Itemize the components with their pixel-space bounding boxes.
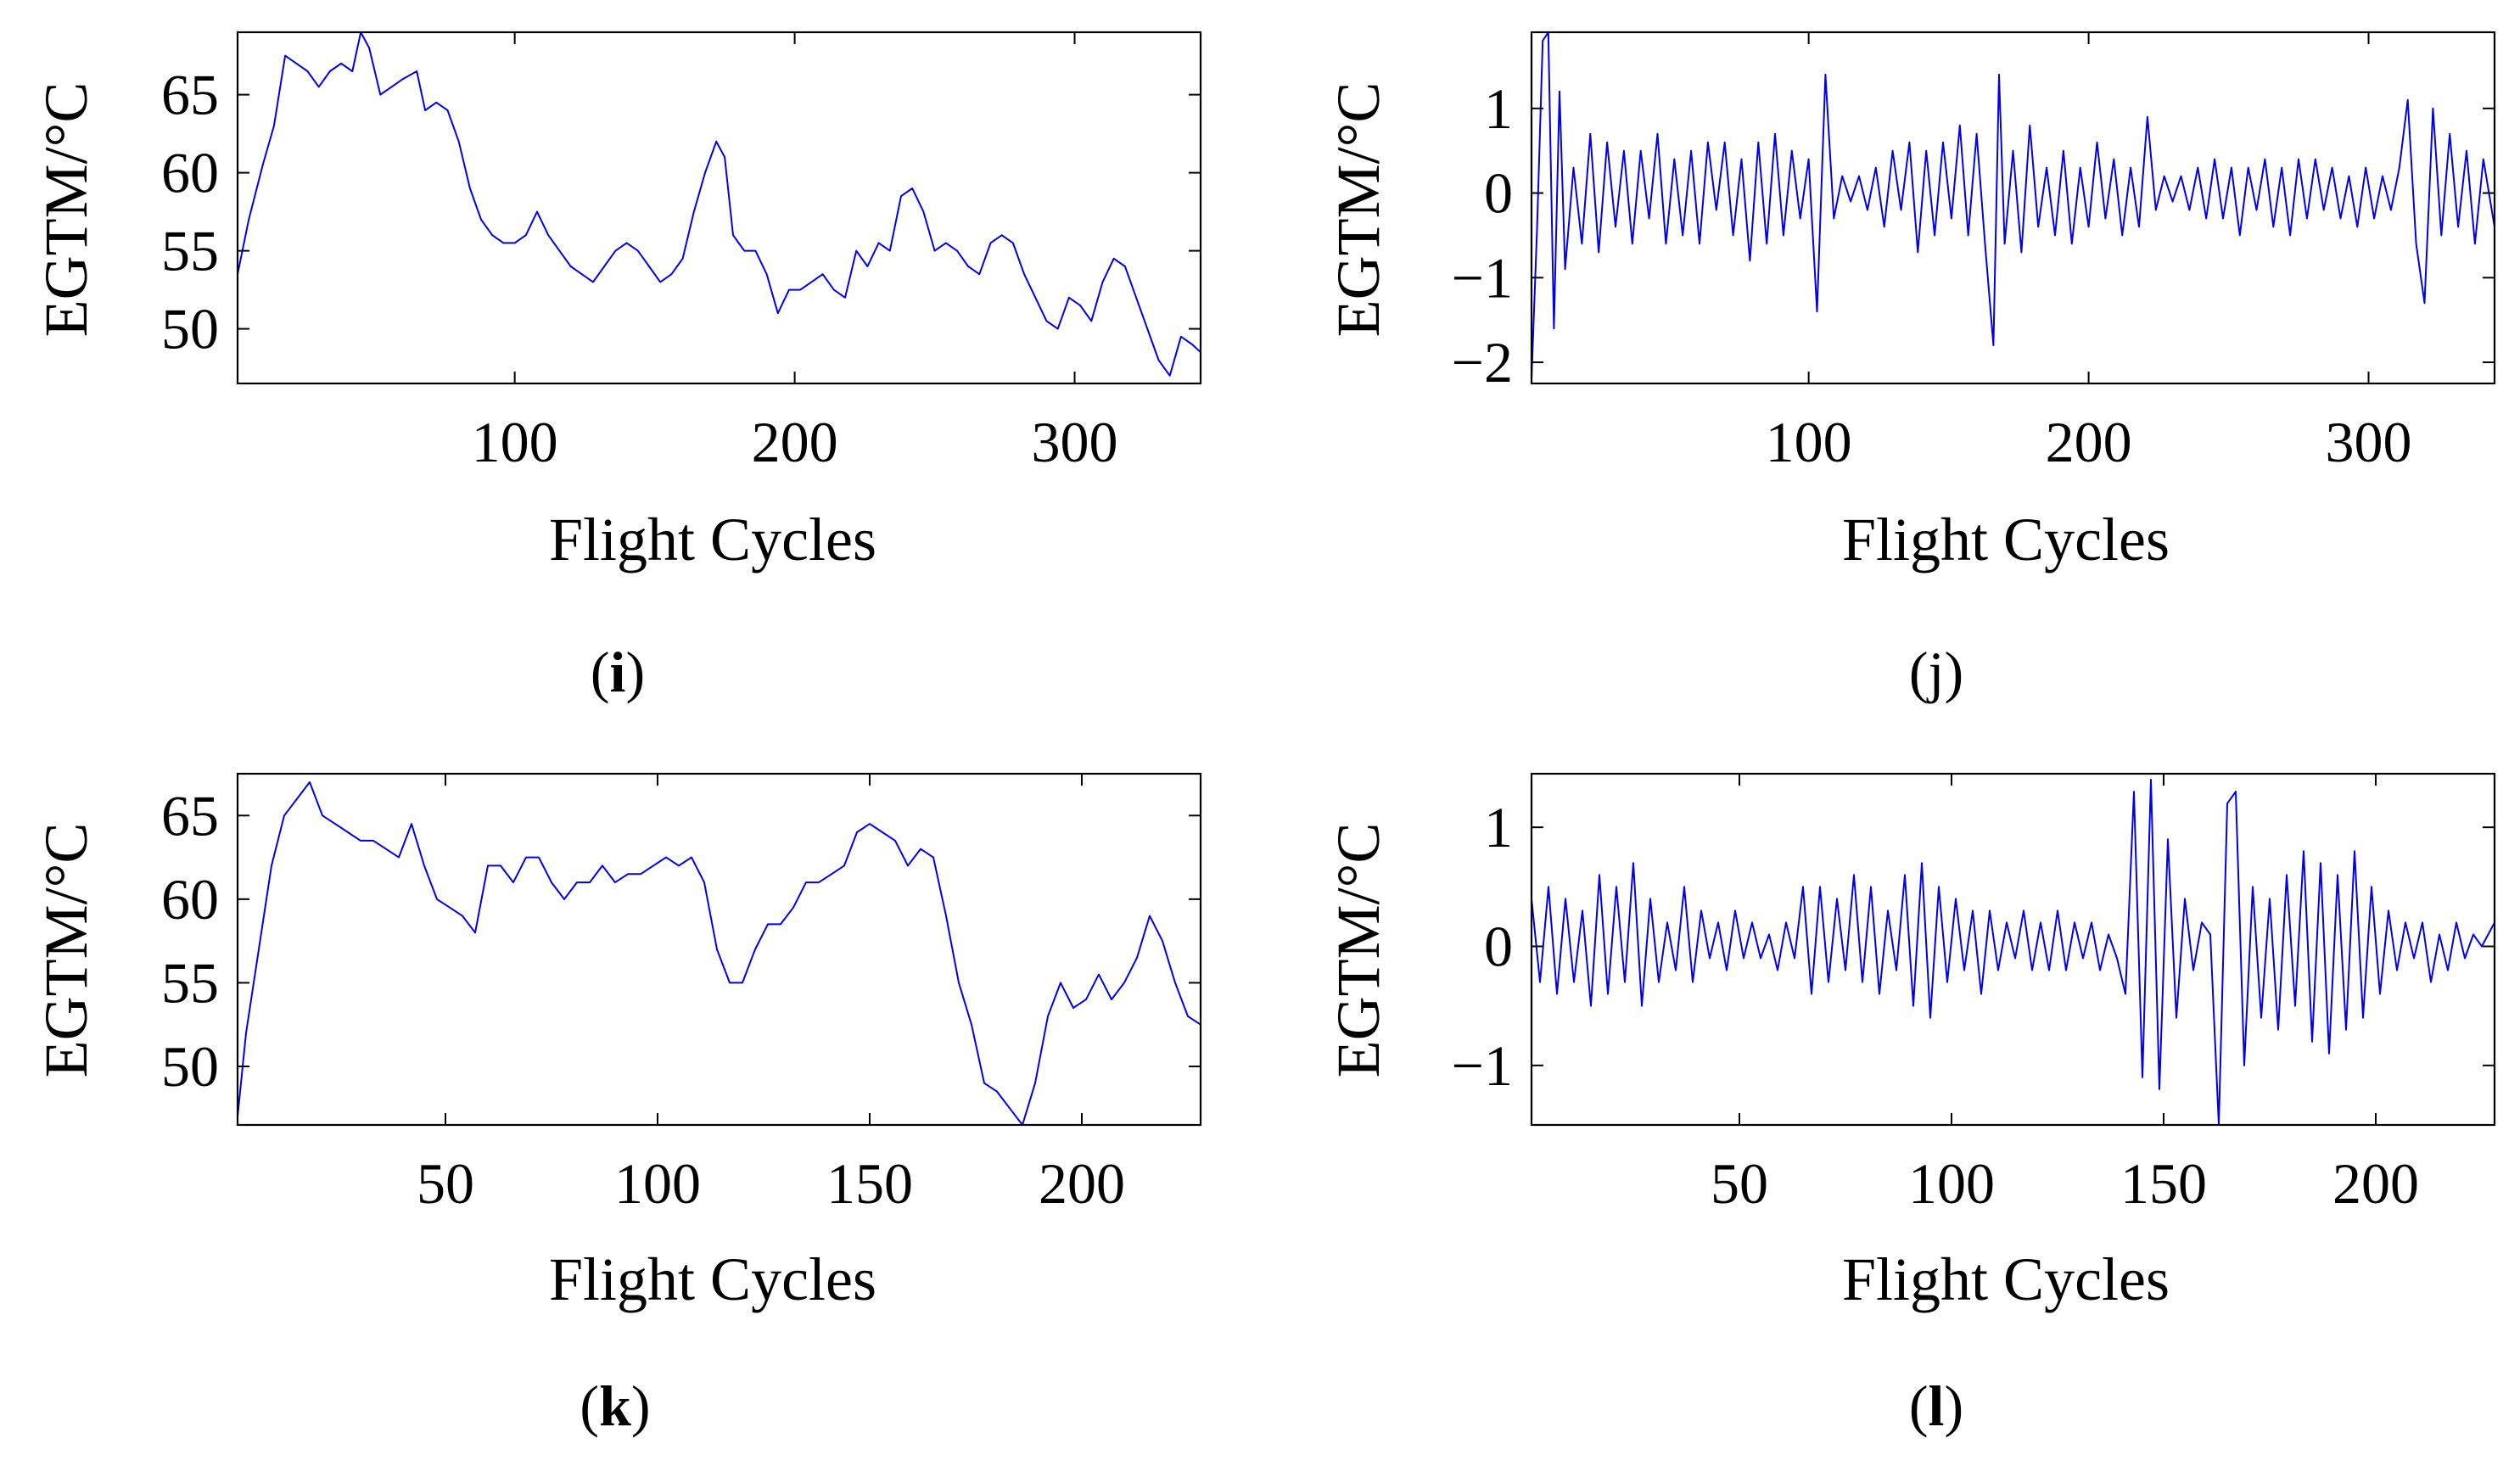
x-tick-label-k-150: 150 xyxy=(826,1151,913,1216)
series-line-l xyxy=(1532,779,2495,1125)
x-axis-title-i: Flight Cycles xyxy=(549,506,876,574)
y-axis-title-l: EGTM/°C xyxy=(1324,823,1392,1078)
x-tick-label-k-100: 100 xyxy=(614,1151,701,1216)
x-axis-title-l: Flight Cycles xyxy=(1842,1245,2170,1313)
y-tick-label-l-0: 0 xyxy=(1484,914,1513,978)
x-axis-title-k: Flight Cycles xyxy=(549,1245,876,1313)
panel-label-i: (i) xyxy=(591,640,645,704)
y-tick-label-k-50: 50 xyxy=(161,1034,219,1099)
plot-area-j: 100 200 300 −2 −1 0 1 xyxy=(1452,31,2496,474)
plot-area-i: 100 200 300 50 55 60 65 xyxy=(161,31,1202,474)
panel-label-k: (k) xyxy=(580,1374,650,1438)
y-tick-label-i-65: 65 xyxy=(161,63,219,127)
y-tick-label-l--1: −1 xyxy=(1452,1033,1513,1098)
x-axis-title-j: Flight Cycles xyxy=(1842,506,2170,574)
plot-area-l: 50 100 150 200 −1 0 1 xyxy=(1452,772,2496,1216)
y-tick-label-l-1: 1 xyxy=(1484,795,1513,859)
series-line-k xyxy=(238,781,1201,1125)
x-tick-label-k-50: 50 xyxy=(417,1151,474,1216)
panel-k: 50 100 150 200 50 55 60 65 EGTM/°C Flight Cycle… xyxy=(32,772,1202,1438)
x-tick-label-l-100: 100 xyxy=(1908,1151,1995,1216)
y-axis-title-k: EGTM/°C xyxy=(32,823,100,1078)
y-tick-label-i-60: 60 xyxy=(161,141,219,205)
series-line-i xyxy=(238,32,1201,377)
axes-frame-k xyxy=(236,772,1202,1127)
series-line-j xyxy=(1532,32,2495,380)
x-tick-label-l-50: 50 xyxy=(1711,1151,1768,1216)
y-tick-label-k-55: 55 xyxy=(161,950,219,1015)
plot-area-k: 50 100 150 200 50 55 60 65 xyxy=(161,772,1202,1216)
x-tick-label-j-300: 300 xyxy=(2326,410,2412,474)
y-tick-label-i-50: 50 xyxy=(161,297,219,361)
x-tick-label-j-200: 200 xyxy=(2046,410,2132,474)
x-tick-label-l-200: 200 xyxy=(2332,1151,2419,1216)
x-tick-label-i-200: 200 xyxy=(752,410,838,474)
x-tick-label-l-150: 150 xyxy=(2120,1151,2207,1216)
panel-label-l: (l) xyxy=(1909,1374,1963,1438)
panel-l: 50 100 150 200 −1 0 1 EGTM/°C Flight Cycles (l… xyxy=(1324,772,2496,1438)
y-tick-label-j-1: 1 xyxy=(1484,76,1513,141)
panel-label-j: (j) xyxy=(1909,640,1963,704)
y-tick-label-j--1: −1 xyxy=(1452,245,1513,310)
y-tick-label-k-65: 65 xyxy=(161,783,219,848)
y-axis-title-j: EGTM/°C xyxy=(1324,82,1392,338)
y-tick-label-i-55: 55 xyxy=(161,219,219,283)
y-tick-label-j-0: 0 xyxy=(1484,161,1513,226)
x-tick-label-i-300: 300 xyxy=(1032,410,1118,474)
y-axis-title-i: EGTM/°C xyxy=(32,82,100,338)
y-tick-label-k-60: 60 xyxy=(161,867,219,932)
x-tick-label-k-200: 200 xyxy=(1039,1151,1125,1216)
axes-frame-i xyxy=(236,31,1202,385)
axes-frame-l xyxy=(1530,772,2496,1127)
x-tick-label-i-100: 100 xyxy=(472,410,558,474)
y-tick-label-j--2: −2 xyxy=(1452,330,1513,394)
panel-j: 100 200 300 −2 −1 0 1 EGTM/°C Flight Cycles (j… xyxy=(1324,31,2496,704)
axes-frame-j xyxy=(1530,31,2496,385)
x-tick-label-j-100: 100 xyxy=(1766,410,1852,474)
